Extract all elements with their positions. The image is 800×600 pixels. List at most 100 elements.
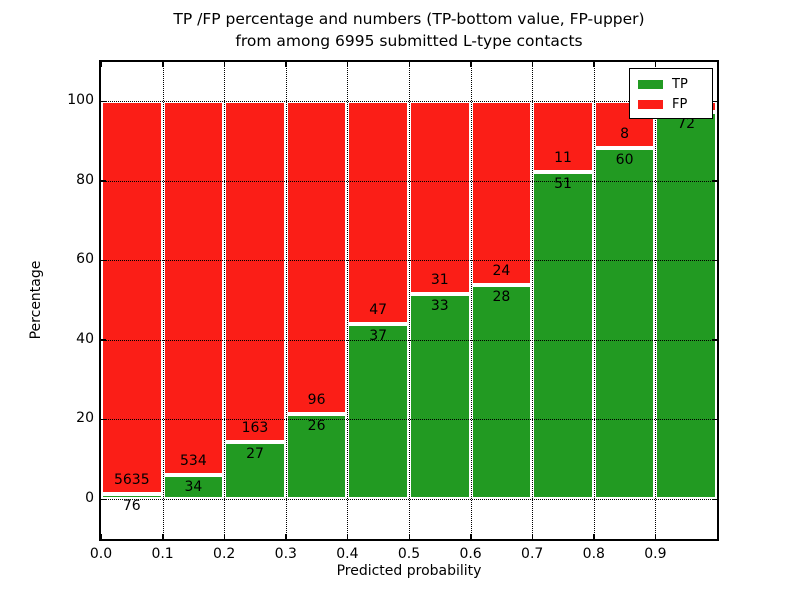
- x-gridline: [162, 62, 164, 539]
- x-tick-label: 0.3: [274, 546, 297, 562]
- y-tick-mark: [101, 339, 106, 341]
- tp-count-label: 33: [430, 297, 449, 314]
- plot-area: TP FP 5635 76 534 34 163 27 96 26 47 37 31 33 24 28 11…: [99, 60, 719, 541]
- y-tick-mark: [712, 259, 717, 262]
- tp-bar-segment: [409, 293, 471, 499]
- x-tick-mark: [285, 534, 287, 539]
- tp-count-label: 26: [307, 418, 326, 435]
- x-tick-label: 0.8: [582, 546, 605, 562]
- x-tick-mark: [346, 62, 349, 67]
- x-gridline: [470, 62, 472, 539]
- y-tick-label: 40: [76, 330, 94, 347]
- fp-count-label: 11: [554, 149, 572, 166]
- y-tick-mark: [101, 180, 106, 182]
- fp-count-label: 8: [620, 125, 630, 142]
- y-tick-mark: [101, 259, 106, 262]
- x-tick-mark: [654, 62, 657, 67]
- tp-bar-segment: [101, 493, 163, 499]
- fp-count-label: 24: [492, 262, 511, 279]
- x-tick-mark: [162, 534, 164, 539]
- tp-bar-segment: [347, 323, 409, 499]
- x-tick-mark: [100, 534, 102, 539]
- x-gridline: [285, 62, 287, 539]
- y-tick-label: 20: [76, 410, 94, 427]
- x-tick-mark: [593, 534, 595, 539]
- fp-count-label: 534: [180, 453, 207, 470]
- chart-title-line1: TP /FP percentage and numbers (TP-bottom…: [173, 10, 645, 28]
- x-tick-mark: [162, 62, 164, 67]
- fp-count-label: 47: [369, 301, 388, 318]
- chart-title-line2: from among 6995 submitted L-type contact…: [235, 32, 583, 50]
- tp-bar-segment: [655, 111, 717, 499]
- tp-count-label: 34: [184, 479, 203, 496]
- y-axis-label: Percentage: [28, 260, 44, 340]
- y-tick-mark: [712, 100, 717, 102]
- y-tick-label: 0: [85, 490, 94, 506]
- tp-bar-segment: [470, 284, 533, 499]
- x-gridline: [347, 62, 349, 539]
- x-tick-label: 0.2: [213, 546, 236, 562]
- legend-label-tp: TP: [672, 76, 688, 92]
- fp-count-label: 163: [241, 420, 269, 437]
- legend: TP FP: [629, 68, 713, 119]
- x-tick-mark: [408, 534, 410, 539]
- tp-bar-segment: [593, 147, 656, 499]
- fp-bar-segment: [470, 101, 533, 285]
- x-tick-label: 0.5: [397, 546, 421, 562]
- y-tick-label: 100: [67, 92, 94, 108]
- legend-swatch-tp-icon: [638, 79, 663, 89]
- legend-item-fp: FP: [638, 94, 704, 114]
- x-gridline: [409, 62, 410, 539]
- fp-bar-segment: [224, 101, 286, 443]
- legend-swatch-fp-icon: [638, 99, 663, 109]
- y-tick-mark: [101, 418, 106, 421]
- x-tick-mark: [593, 62, 595, 67]
- x-tick-label: 0.1: [151, 546, 174, 562]
- x-tick-label: 0.7: [521, 546, 544, 562]
- x-tick-mark: [470, 534, 472, 539]
- fp-count-label: 96: [307, 392, 326, 409]
- x-gridline: [224, 62, 226, 539]
- fp-bar-segment: [285, 101, 348, 415]
- x-tick-mark: [346, 534, 349, 539]
- x-tick-mark: [285, 62, 287, 67]
- y-tick-mark: [101, 498, 106, 500]
- x-tick-mark: [654, 534, 657, 539]
- y-tick-mark: [101, 100, 106, 102]
- fp-bar-segment: [347, 101, 409, 324]
- tp-count-label: 51: [554, 175, 572, 192]
- x-gridline: [655, 62, 657, 539]
- x-tick-label: 0.4: [336, 546, 359, 562]
- x-tick-mark: [408, 62, 410, 67]
- x-tick-label: 0.9: [644, 546, 667, 562]
- tp-count-label: 28: [492, 288, 511, 305]
- y-tick-mark: [712, 498, 717, 500]
- x-gridline: [532, 62, 534, 539]
- x-tick-mark: [531, 534, 534, 539]
- tp-bar-segment: [532, 171, 594, 499]
- tp-count-label: 76: [122, 497, 141, 514]
- tp-count-label: 60: [615, 151, 634, 168]
- x-tick-mark: [100, 62, 102, 67]
- x-tick-mark: [531, 62, 534, 67]
- x-tick-label: 0.6: [459, 546, 482, 562]
- legend-label-fp: FP: [672, 96, 688, 112]
- fp-count-label: 5635: [113, 471, 150, 488]
- fp-count-label: 31: [430, 271, 449, 288]
- legend-item-tp: TP: [638, 74, 704, 94]
- x-tick-mark: [470, 62, 472, 67]
- y-tick-mark: [712, 339, 717, 341]
- tp-count-label: 27: [246, 446, 264, 463]
- y-tick-label: 60: [76, 251, 94, 268]
- tp-count-label: 72: [677, 115, 696, 132]
- fp-bar-segment: [409, 101, 471, 294]
- x-tick-mark: [223, 534, 226, 539]
- fp-bar-segment: [101, 101, 163, 494]
- tp-bar-segment: [224, 442, 286, 499]
- x-axis-label: Predicted probability: [336, 563, 482, 579]
- x-tick-mark: [223, 62, 226, 67]
- y-tick-label: 80: [76, 171, 94, 188]
- x-tick-label: 0.0: [89, 546, 113, 562]
- y-tick-mark: [712, 180, 717, 182]
